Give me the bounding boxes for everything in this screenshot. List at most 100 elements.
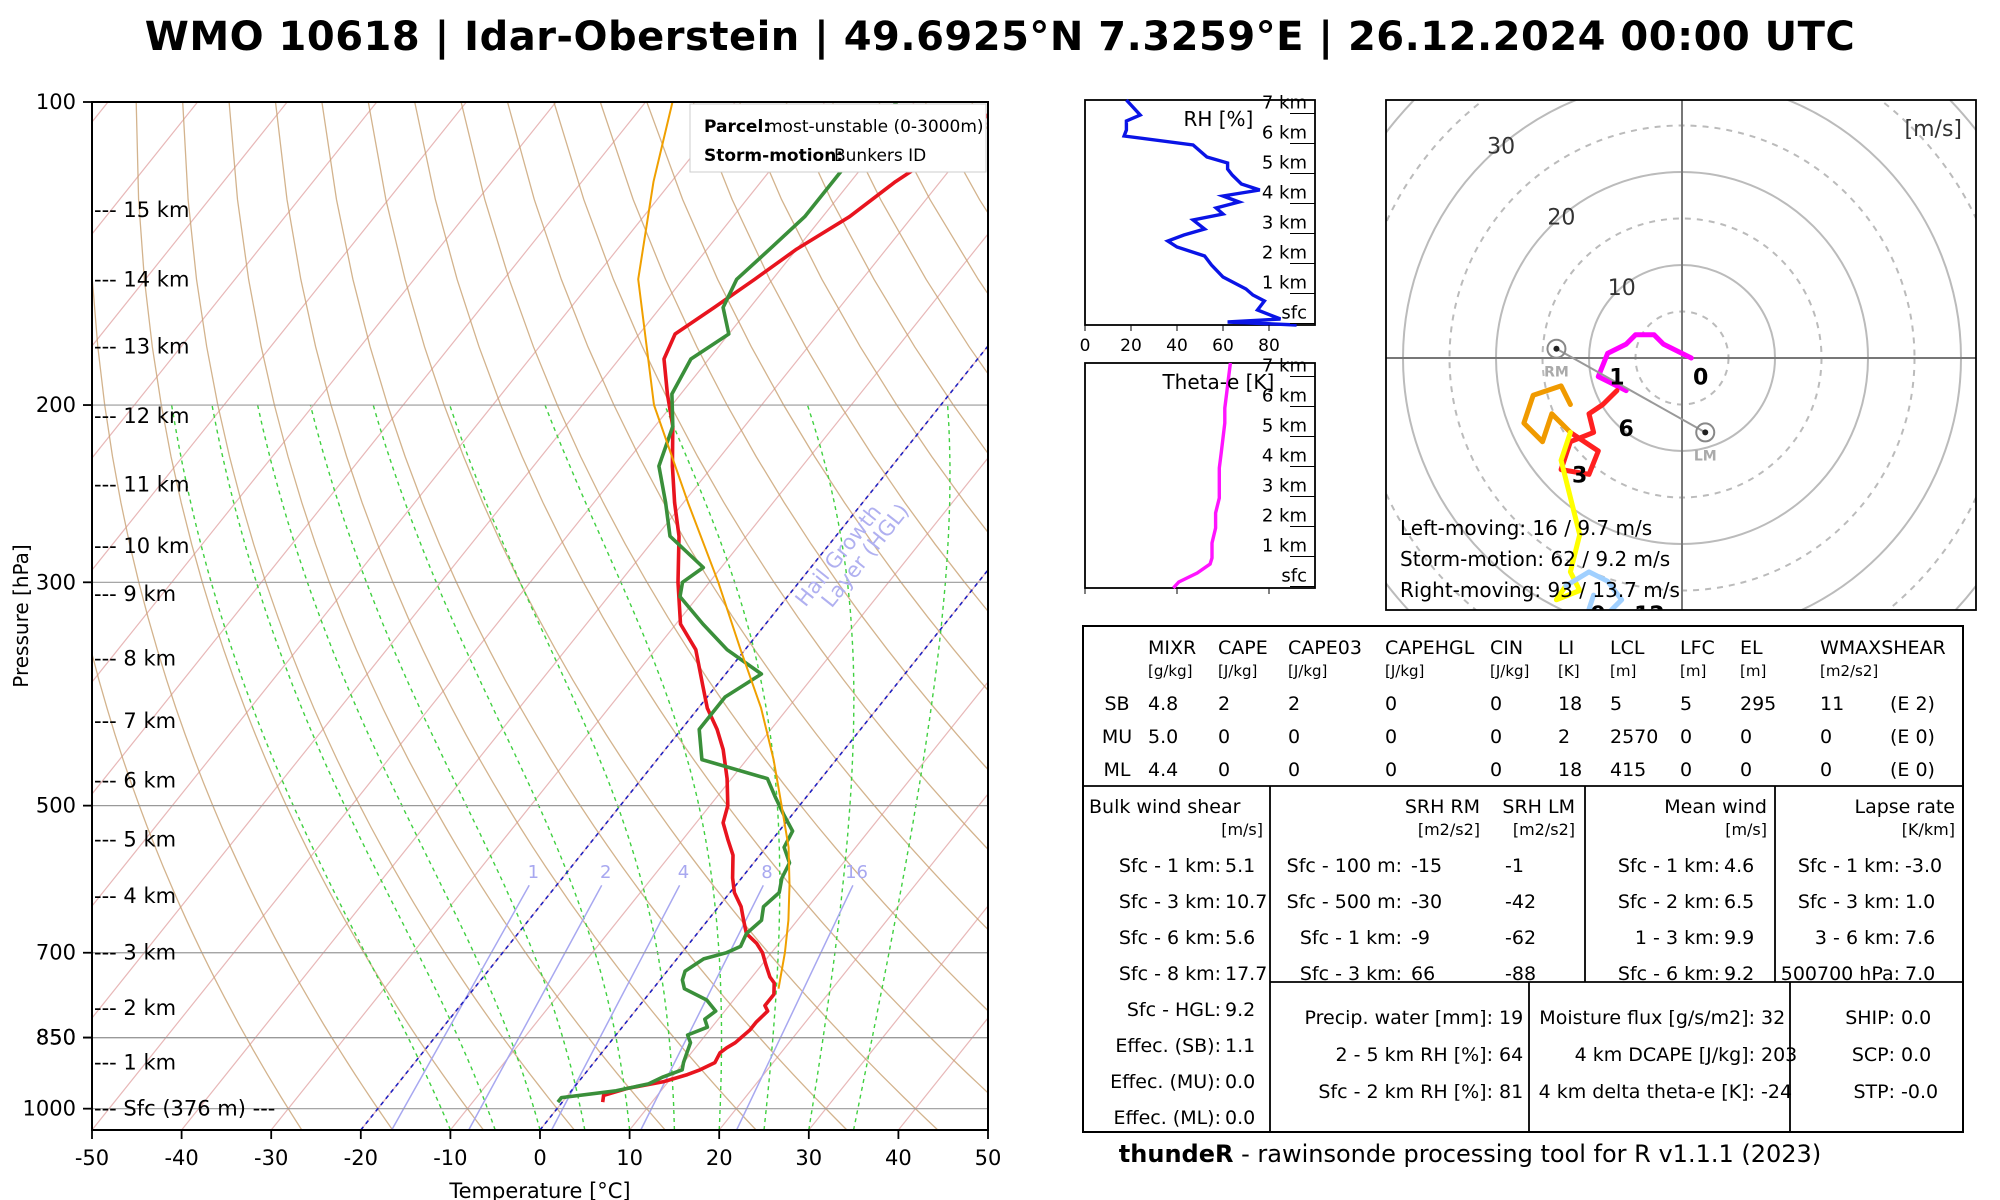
mixing-ratio-line bbox=[550, 884, 681, 1130]
moisture-value: 19 bbox=[1499, 1007, 1523, 1029]
hodo-segment bbox=[1563, 569, 1625, 610]
height-marker: 12 bbox=[1634, 603, 1665, 615]
height-tick-label: sfc bbox=[1281, 303, 1307, 324]
isotherm bbox=[270, 233, 988, 1130]
table-frame bbox=[1082, 625, 1964, 1133]
srh-rm-unit: [m2/s2] bbox=[1418, 820, 1480, 839]
col-unit: [J/kg] bbox=[1288, 662, 1327, 680]
legend-box bbox=[689, 103, 987, 173]
mixing-ratio-line bbox=[391, 884, 530, 1130]
cell-value: (E 2) bbox=[1890, 693, 1935, 715]
panel-title: Theta-e [K] bbox=[1161, 370, 1274, 394]
row-label: MU bbox=[1102, 726, 1132, 748]
rh-panel: RH [%] sfc 1 km 2 km 3 km 4 km 5 km 6 km 7 km 0 20… bbox=[1080, 93, 1316, 356]
flux-label: 4 km delta theta-e [K]: bbox=[1539, 1081, 1755, 1103]
lapse-rate-label: 3 - 6 km: bbox=[1815, 927, 1900, 949]
mixing-ratio-line bbox=[468, 884, 603, 1130]
storm-motion-dot bbox=[1702, 429, 1709, 436]
profile-line bbox=[1172, 362, 1233, 590]
bulk-shear-value: 1.1 bbox=[1225, 1035, 1255, 1057]
col-header: EL bbox=[1740, 637, 1763, 659]
ring-label: 20 bbox=[1547, 205, 1575, 230]
cell-value: 0 bbox=[1740, 726, 1752, 748]
srh-rm-value: 66 bbox=[1411, 963, 1435, 985]
dry-adiabat bbox=[1018, 102, 1030, 1130]
srh-label: Sfc - 1 km: bbox=[1300, 927, 1402, 949]
dry-adiabat bbox=[182, 102, 575, 1130]
bulk-shear-value: 10.7 bbox=[1225, 891, 1267, 913]
hodo-segment bbox=[1558, 388, 1620, 477]
srh-rm-value: -15 bbox=[1411, 855, 1442, 877]
cell-value: 2 bbox=[1288, 693, 1300, 715]
moist-adiabat bbox=[664, 404, 781, 1130]
bunkers-line bbox=[1555, 347, 1706, 434]
ring-label: 10 bbox=[1608, 276, 1636, 301]
isotherm bbox=[92, 102, 736, 907]
dry-adiabat bbox=[971, 102, 988, 132]
mean-wind-value: 9.9 bbox=[1724, 927, 1754, 949]
cell-value: 0 bbox=[1218, 759, 1230, 781]
isotherm bbox=[629, 681, 988, 1130]
composite-value: 0.0 bbox=[1901, 1044, 1931, 1066]
legend-storm-value: Bunkers ID bbox=[834, 146, 926, 166]
composite-value: 0.0 bbox=[1901, 1007, 1931, 1029]
composite-label: STP: bbox=[1853, 1081, 1895, 1103]
srh-label: Sfc - 3 km: bbox=[1300, 963, 1402, 985]
dry-adiabat bbox=[460, 102, 988, 1012]
cell-value: 4.8 bbox=[1148, 693, 1178, 715]
isotherm bbox=[92, 102, 647, 795]
cell-value: 2 bbox=[1558, 726, 1570, 748]
dry-adiabat bbox=[599, 102, 988, 771]
isotherm bbox=[92, 102, 915, 1130]
x-tick-label: 10 bbox=[616, 1146, 643, 1170]
height-label: --- 8 km bbox=[94, 646, 176, 670]
mixing-ratio-label: 8 bbox=[761, 862, 772, 883]
footer-brand: thundeR bbox=[1118, 1140, 1234, 1168]
mean-wind-label: Sfc - 1 km: bbox=[1618, 855, 1720, 877]
cell-value: 0 bbox=[1288, 759, 1300, 781]
y-tick-label: 500 bbox=[36, 794, 76, 818]
moist-adiabat bbox=[211, 404, 496, 1130]
side-panels: RH [%] sfc 1 km 2 km 3 km 4 km 5 km 6 km 7 km 0 20… bbox=[1069, 93, 1316, 600]
height-label: --- 5 km bbox=[94, 827, 176, 851]
x-tick-label: 295 bbox=[1161, 599, 1193, 600]
profile-line bbox=[1121, 98, 1297, 327]
height-marker: 3 bbox=[1572, 463, 1587, 488]
isotherm bbox=[718, 793, 988, 1130]
moisture-value: 64 bbox=[1499, 1044, 1523, 1066]
hodo-stats: Left-moving: 16 / 9.7 m/s Storm-motion: 6… bbox=[1400, 516, 1680, 602]
height-label: --- 3 km bbox=[94, 941, 176, 965]
storm-motion-text: Storm-motion: 62 / 9.2 m/s bbox=[1400, 547, 1670, 571]
moist-adiabat bbox=[170, 404, 452, 1130]
cell-value: 0 bbox=[1385, 759, 1397, 781]
height-tick-label: 5 km bbox=[1262, 153, 1307, 174]
storm-motion-dot bbox=[1553, 345, 1560, 352]
dry-adiabat bbox=[739, 102, 988, 534]
height-label: --- 1 km bbox=[94, 1051, 176, 1075]
series-temperature bbox=[600, 112, 988, 1103]
dry-adiabat bbox=[367, 102, 939, 1130]
cell-value: 415 bbox=[1610, 759, 1646, 781]
height-label: --- 6 km bbox=[94, 768, 176, 792]
cell-value: 4.4 bbox=[1148, 759, 1178, 781]
dry-adiabat bbox=[135, 102, 485, 1130]
y-axis-label: Pressure [hPa] bbox=[9, 544, 33, 687]
col-header: LI bbox=[1558, 637, 1574, 659]
storm-motion-marker bbox=[1546, 338, 1567, 359]
footer-text: - rawinsonde processing tool for R v1.1.… bbox=[1233, 1140, 1822, 1168]
bulk-shear-label: Sfc - 8 km: bbox=[1119, 963, 1221, 985]
bulk-shear-label: Sfc - HGL: bbox=[1127, 999, 1221, 1021]
cell-value: 0 bbox=[1680, 726, 1692, 748]
dry-adiabat bbox=[924, 102, 988, 215]
storm-motion-label: LM bbox=[1694, 448, 1717, 464]
cell-value: 5.0 bbox=[1148, 726, 1178, 748]
isotherm bbox=[987, 1129, 988, 1130]
cell-value: (E 0) bbox=[1890, 726, 1935, 748]
height-tick-label: 3 km bbox=[1262, 213, 1307, 234]
flux-label: 4 km DCAPE [J/kg]: bbox=[1575, 1044, 1755, 1066]
height-tick-label: sfc bbox=[1281, 566, 1307, 587]
isotherm bbox=[92, 102, 288, 347]
moist-adiabat bbox=[852, 404, 951, 1130]
